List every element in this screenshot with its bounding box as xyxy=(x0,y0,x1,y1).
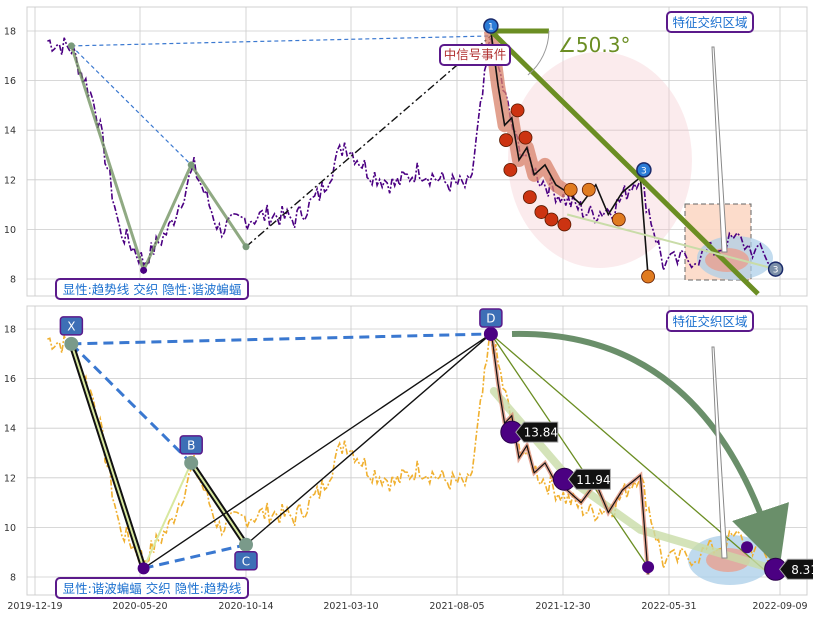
marker-number: 1 xyxy=(488,23,494,33)
price-callouts: 13.84 11.94 8.31 xyxy=(500,420,813,581)
x-tick-label: 2020-05-20 xyxy=(112,601,167,612)
y-tick-label: 10 xyxy=(4,225,16,236)
pivot-dot xyxy=(67,42,75,50)
event-marker xyxy=(563,182,578,197)
pivot-dot xyxy=(187,161,195,169)
y-tick-label: 18 xyxy=(4,325,16,336)
event-marker xyxy=(641,269,655,284)
signal-label: 中信号事件 xyxy=(444,47,507,62)
event-marker xyxy=(503,162,518,177)
pattern-point-x: X xyxy=(59,316,84,351)
projection-arc-arrow xyxy=(511,330,789,569)
x-tick-label: 2022-09-09 xyxy=(752,601,807,612)
numbered-marker: 3 xyxy=(767,261,784,277)
bottom-bat-dashed xyxy=(70,332,491,570)
event-marker xyxy=(534,205,549,219)
numbered-marker: 1 xyxy=(483,18,499,34)
top-zone-label: 特征交织区域 xyxy=(672,15,747,30)
x-axis-ticks: 2019-12-19 2020-05-20 2020-10-14 2021-03-10… xyxy=(7,601,807,612)
pattern-point-label: B xyxy=(187,438,195,452)
top-panel: 8 10 12 14 16 18 12 3 3 中信号事件 ∠50.3° 特征交织区域 显性:… xyxy=(4,6,808,300)
y-tick-label: 16 xyxy=(4,76,16,87)
bottom-trend-line xyxy=(490,333,777,580)
bottom-cd-line xyxy=(143,333,492,569)
bat-dashed-lines xyxy=(70,35,491,166)
bottom-zone-label-box: 特征交织区域 xyxy=(666,310,754,332)
signal-label-box: 中信号事件 xyxy=(439,44,511,66)
bottom-panel: 8 10 12 14 16 18 X B C D 13.84 11.94 8.31 特征交织区域 显… xyxy=(4,305,813,599)
y-tick-label: 8 xyxy=(10,573,16,584)
x-tick-label: 2021-12-30 xyxy=(535,601,590,612)
y-tick-label: 12 xyxy=(4,473,16,484)
bottom-y-axis-ticks: 8 10 12 14 16 18 xyxy=(4,325,16,584)
x-tick-label: 2020-10-14 xyxy=(218,601,273,612)
pivot-dot xyxy=(140,266,148,274)
event-marker xyxy=(518,130,533,145)
top-plot-frame xyxy=(26,6,808,297)
top-zone-label-box: 特征交织区域 xyxy=(666,11,754,33)
top-pivot-dots xyxy=(67,42,250,274)
event-marker xyxy=(557,217,572,232)
y-tick-label: 14 xyxy=(4,424,16,435)
decline-zigzag xyxy=(490,30,649,277)
pattern-point-label: X xyxy=(67,319,75,333)
pattern-points: X B C D xyxy=(59,308,754,575)
x-tick-label: 2019-12-19 xyxy=(7,601,62,612)
bottom-legend-box: 显性:谐波蝙蝠 交织 隐性:趋势线 xyxy=(55,577,249,599)
x-tick-label: 2022-05-31 xyxy=(641,601,696,612)
pattern-point-c: C xyxy=(234,537,258,571)
zone-pointer-arrow xyxy=(711,46,728,253)
low-point-dot xyxy=(642,561,655,574)
y-tick-label: 18 xyxy=(4,27,16,38)
event-marker xyxy=(544,212,559,227)
bottom-decline-zigzag xyxy=(490,328,649,575)
cd-dashdot-line xyxy=(245,35,492,248)
top-legend-box: 显性:趋势线 交织 隐性:谐波蝙蝠 xyxy=(55,278,249,300)
price-callout: 8.31 xyxy=(764,557,813,581)
pattern-point-d: D xyxy=(479,308,503,341)
x-tick-label: 2021-03-10 xyxy=(323,601,378,612)
price-callout-label: 13.84 xyxy=(524,426,558,440)
top-y-axis-ticks: 8 10 12 14 16 18 xyxy=(4,27,16,286)
top-legend-label: 显性:趋势线 交织 隐性:谐波蝙蝠 xyxy=(63,282,242,297)
pattern-point-label: C xyxy=(242,554,250,568)
y-tick-label: 12 xyxy=(4,175,16,186)
bottom-legend-label: 显性:谐波蝙蝠 交织 隐性:趋势线 xyxy=(63,581,242,596)
y-tick-label: 10 xyxy=(4,523,16,534)
y-tick-label: 16 xyxy=(4,374,16,385)
bat-solid-legs xyxy=(69,45,248,275)
event-marker xyxy=(581,182,596,197)
event-marker xyxy=(510,103,525,118)
y-tick-label: 14 xyxy=(4,126,16,137)
angle-arc xyxy=(527,30,550,76)
angle-label: ∠50.3° xyxy=(558,33,630,57)
bottom-zone-label: 特征交织区域 xyxy=(672,314,747,329)
event-marker xyxy=(499,133,513,148)
trend-light-line xyxy=(566,213,776,271)
x-tick-label: 2021-08-05 xyxy=(429,601,484,612)
top-event-markers xyxy=(499,103,655,284)
numbered-marker: 3 xyxy=(636,162,652,178)
price-callout-label: 11.94 xyxy=(576,473,610,487)
target-point-dot xyxy=(741,541,754,554)
pattern-point-label: D xyxy=(486,311,495,325)
bottom-zone-pointer xyxy=(711,346,728,559)
event-marker xyxy=(522,190,537,205)
pivot-dot xyxy=(242,243,250,251)
price-callout: 11.94 xyxy=(552,467,611,491)
pattern-point-b: B xyxy=(179,435,203,470)
bottom-plot-frame xyxy=(26,305,808,596)
bottom-bat-legs xyxy=(70,343,247,572)
y-tick-label: 8 xyxy=(10,275,16,286)
trend-line xyxy=(489,29,760,296)
price-callout: 13.84 xyxy=(500,420,559,444)
marker-number: 3 xyxy=(773,266,779,276)
marker-number: 3 xyxy=(641,166,647,176)
pattern-point-a xyxy=(137,562,150,575)
event-marker xyxy=(611,212,626,227)
price-callout-label: 8.31 xyxy=(791,563,813,577)
